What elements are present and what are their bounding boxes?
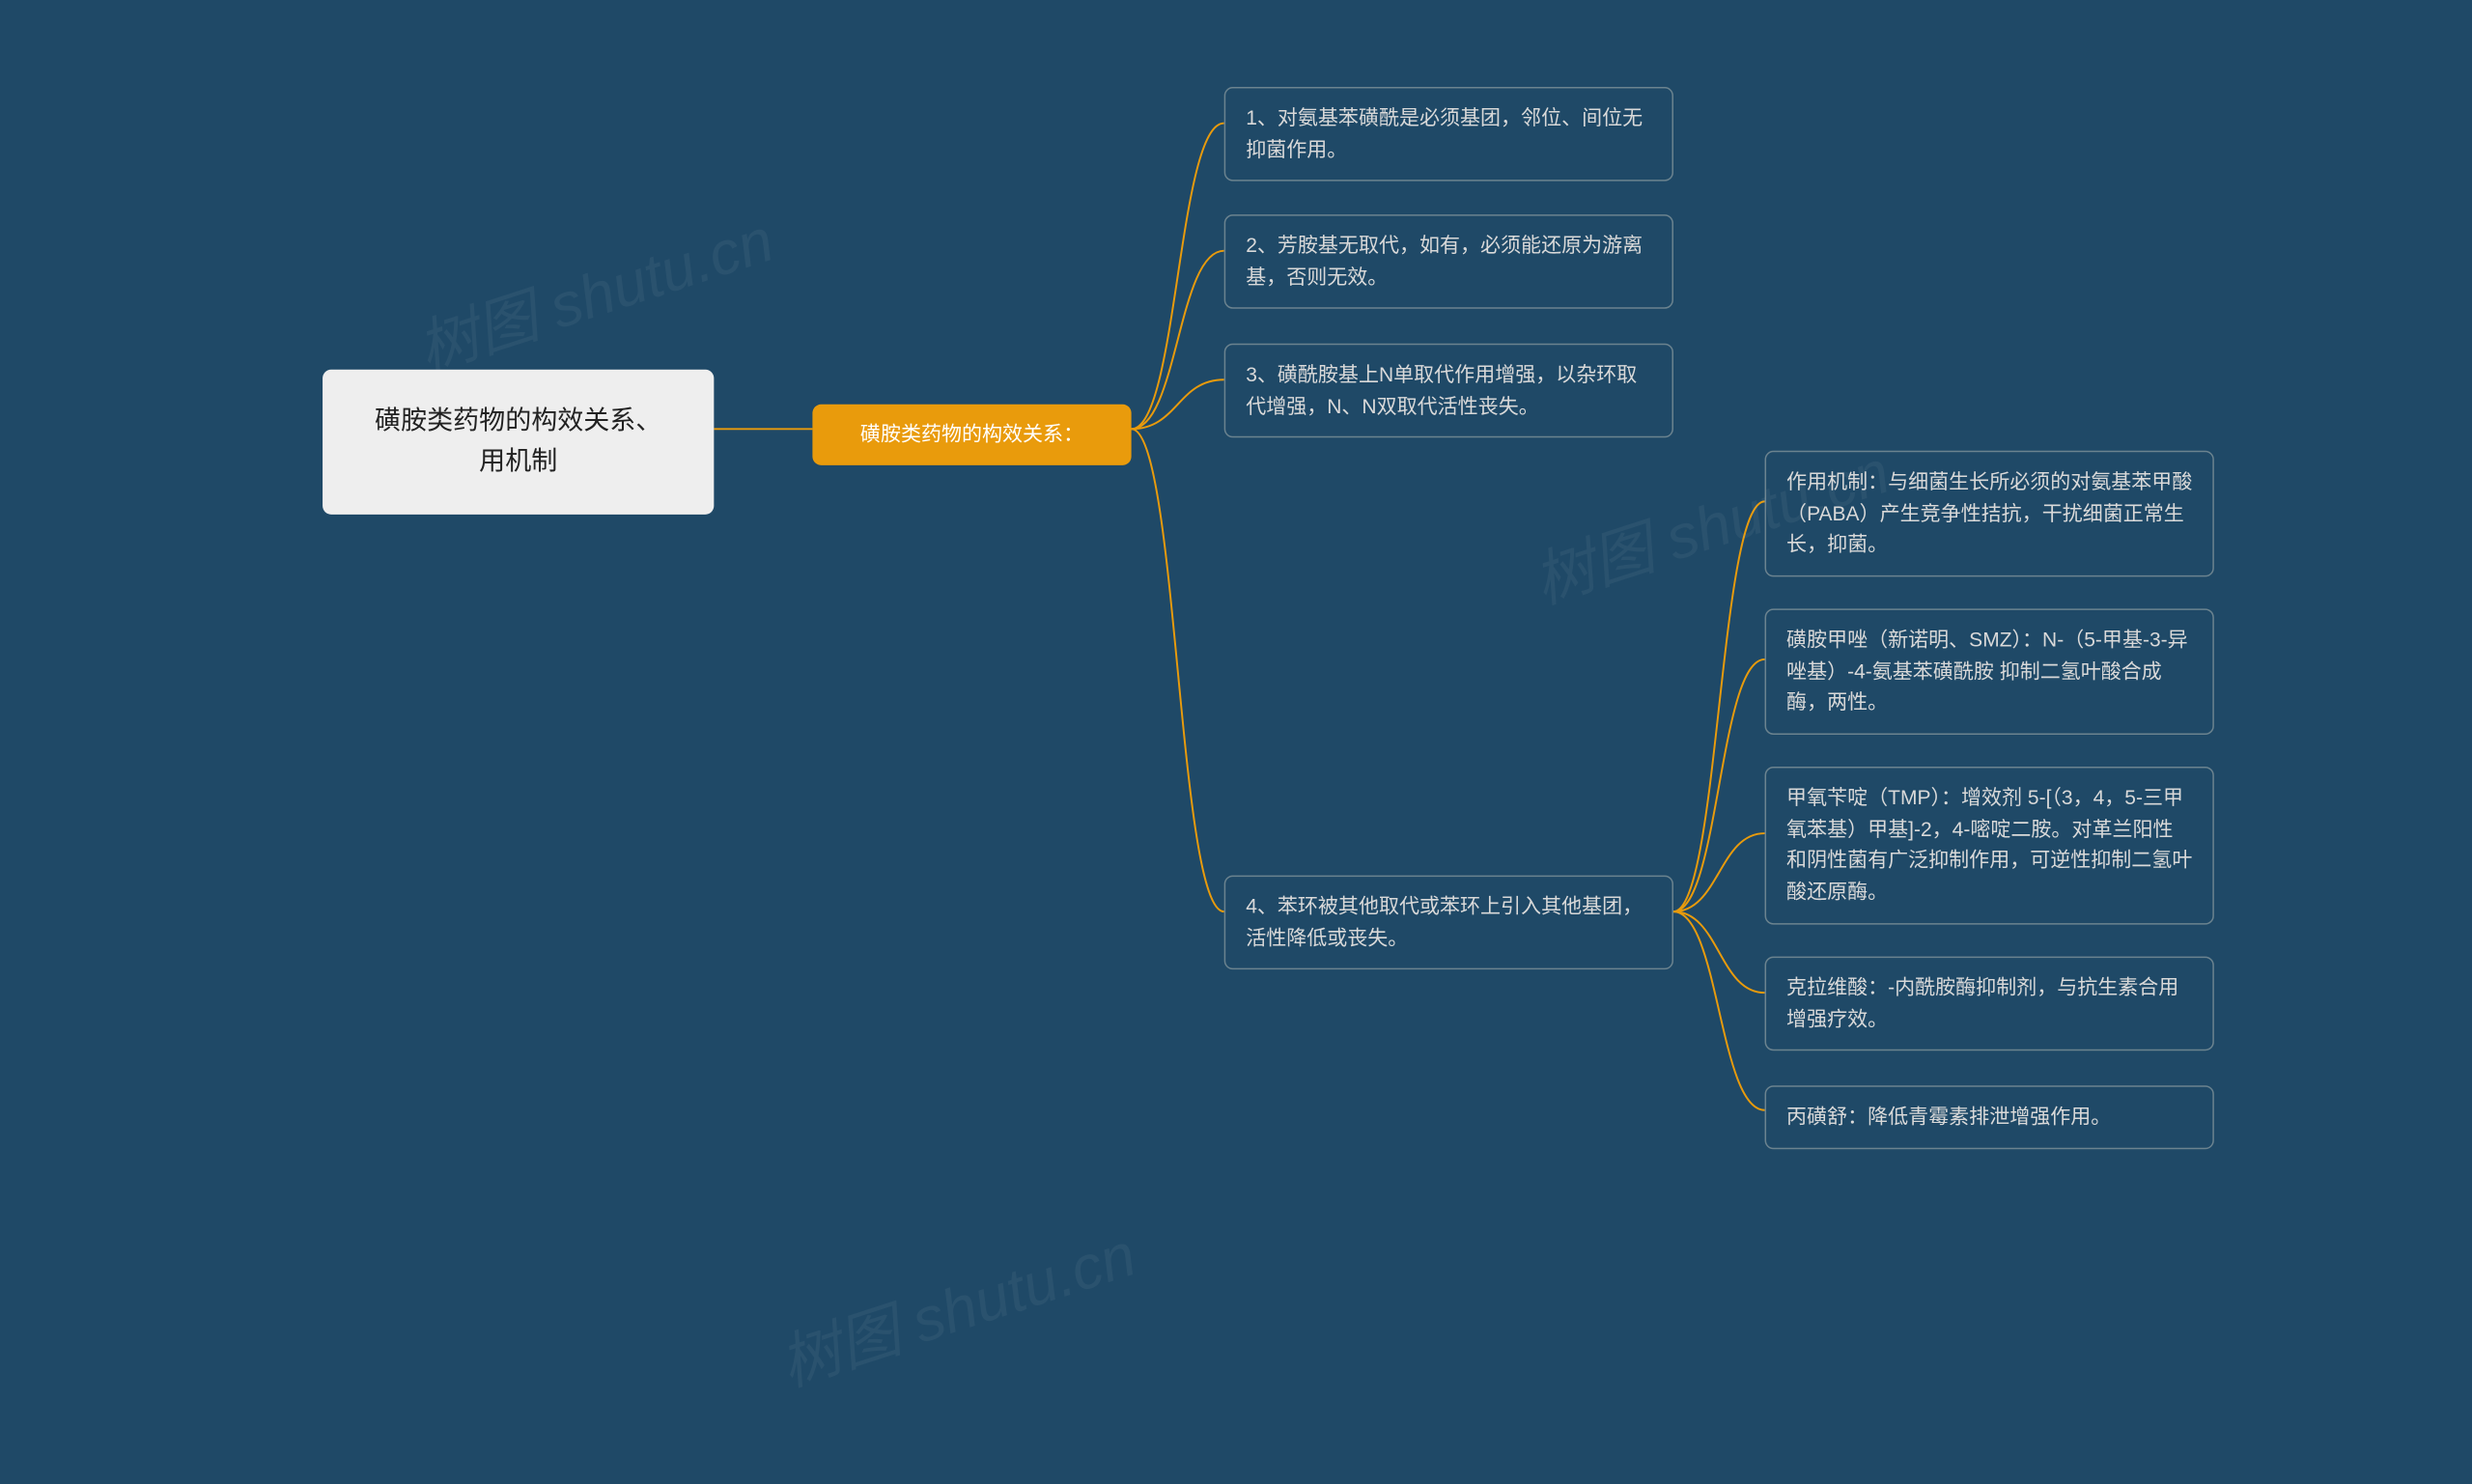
leaf-label: 1、对氨基苯磺酰是必须基团，邻位、间位无抑菌作用。 <box>1247 103 1652 166</box>
root-label: 磺胺类药物的构效关系、用机制 <box>375 402 661 483</box>
leaf-node-3[interactable]: 3、磺酰胺基上N单取代作用增强，以杂环取代增强，N、N双取代活性丧失。 <box>1224 344 1673 438</box>
watermark: 树图 shutu.cn <box>768 1206 1146 1404</box>
sub-node-5[interactable]: 丙磺舒：降低青霉素排泄增强作用。 <box>1765 1085 2214 1149</box>
leaf-node-1[interactable]: 1、对氨基苯磺酰是必须基团，邻位、间位无抑菌作用。 <box>1224 87 1673 182</box>
sub-label: 丙磺舒：降低青霉素排泄增强作用。 <box>1786 1102 2111 1134</box>
root-node[interactable]: 磺胺类药物的构效关系、用机制 <box>323 370 714 515</box>
sub-node-2[interactable]: 磺胺甲唑（新诺明、SMZ）：N-（5-甲基-3-异 唑基）-4-氨基苯磺酰胺 抑… <box>1765 608 2214 735</box>
sub-node-4[interactable]: 克拉维酸：-内酰胺酶抑制剂，与抗生素合用增强疗效。 <box>1765 957 2214 1051</box>
watermark: 树图 shutu.cn <box>406 191 784 389</box>
branch-label: 磺胺类药物的构效关系： <box>860 419 1083 451</box>
leaf-label: 2、芳胺基无取代，如有，必须能还原为游离基，否则无效。 <box>1247 231 1652 294</box>
sub-node-1[interactable]: 作用机制：与细菌生长所必须的对氨基苯甲酸（PABA）产生竞争性拮抗，干扰细菌正常… <box>1765 451 2214 577</box>
leaf-node-4[interactable]: 4、苯环被其他取代或苯环上引入其他基团，活性降低或丧失。 <box>1224 876 1673 970</box>
sub-label: 克拉维酸：-内酰胺酶抑制剂，与抗生素合用增强疗效。 <box>1786 972 2192 1035</box>
leaf-label: 3、磺酰胺基上N单取代作用增强，以杂环取代增强，N、N双取代活性丧失。 <box>1247 359 1652 422</box>
leaf-node-2[interactable]: 2、芳胺基无取代，如有，必须能还原为游离基，否则无效。 <box>1224 214 1673 309</box>
mindmap-canvas: 磺胺类药物的构效关系、用机制 磺胺类药物的构效关系： 1、对氨基苯磺酰是必须基团… <box>221 0 2250 1484</box>
sub-label: 甲氧苄啶（TMP）：增效剂 5-[（3，4，5-三甲氧苯基）甲基]-2，4-嘧啶… <box>1786 783 2192 909</box>
sub-label: 作用机制：与细菌生长所必须的对氨基苯甲酸（PABA）产生竞争性拮抗，干扰细菌正常… <box>1786 466 2192 561</box>
sub-node-3[interactable]: 甲氧苄啶（TMP）：增效剂 5-[（3，4，5-三甲氧苯基）甲基]-2，4-嘧啶… <box>1765 767 2214 924</box>
leaf-label: 4、苯环被其他取代或苯环上引入其他基团，活性降低或丧失。 <box>1247 891 1652 954</box>
sub-label: 磺胺甲唑（新诺明、SMZ）：N-（5-甲基-3-异 唑基）-4-氨基苯磺酰胺 抑… <box>1786 625 2192 719</box>
branch-node[interactable]: 磺胺类药物的构效关系： <box>813 405 1132 465</box>
